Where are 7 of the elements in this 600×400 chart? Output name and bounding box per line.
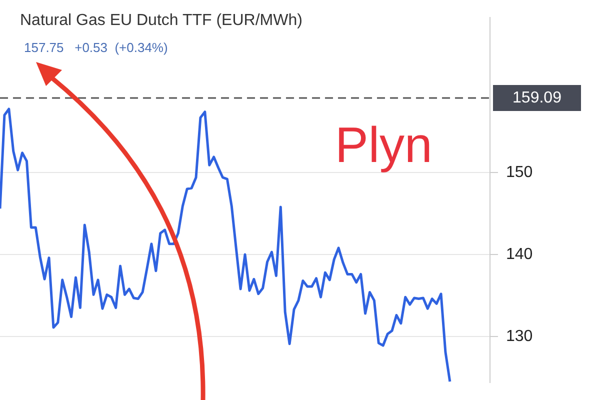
annotation: Plyn: [335, 117, 432, 173]
y-tick-label: 140: [506, 246, 533, 263]
y-tick-label: 130: [506, 328, 533, 345]
ref-line-label: 159.09: [512, 89, 562, 106]
text: 157.75 +0.53 (+0.34%): [24, 40, 168, 55]
chart-title: Natural Gas EU Dutch TTF (EUR/MWh): [20, 12, 302, 30]
y-tick-label: 150: [506, 164, 533, 181]
